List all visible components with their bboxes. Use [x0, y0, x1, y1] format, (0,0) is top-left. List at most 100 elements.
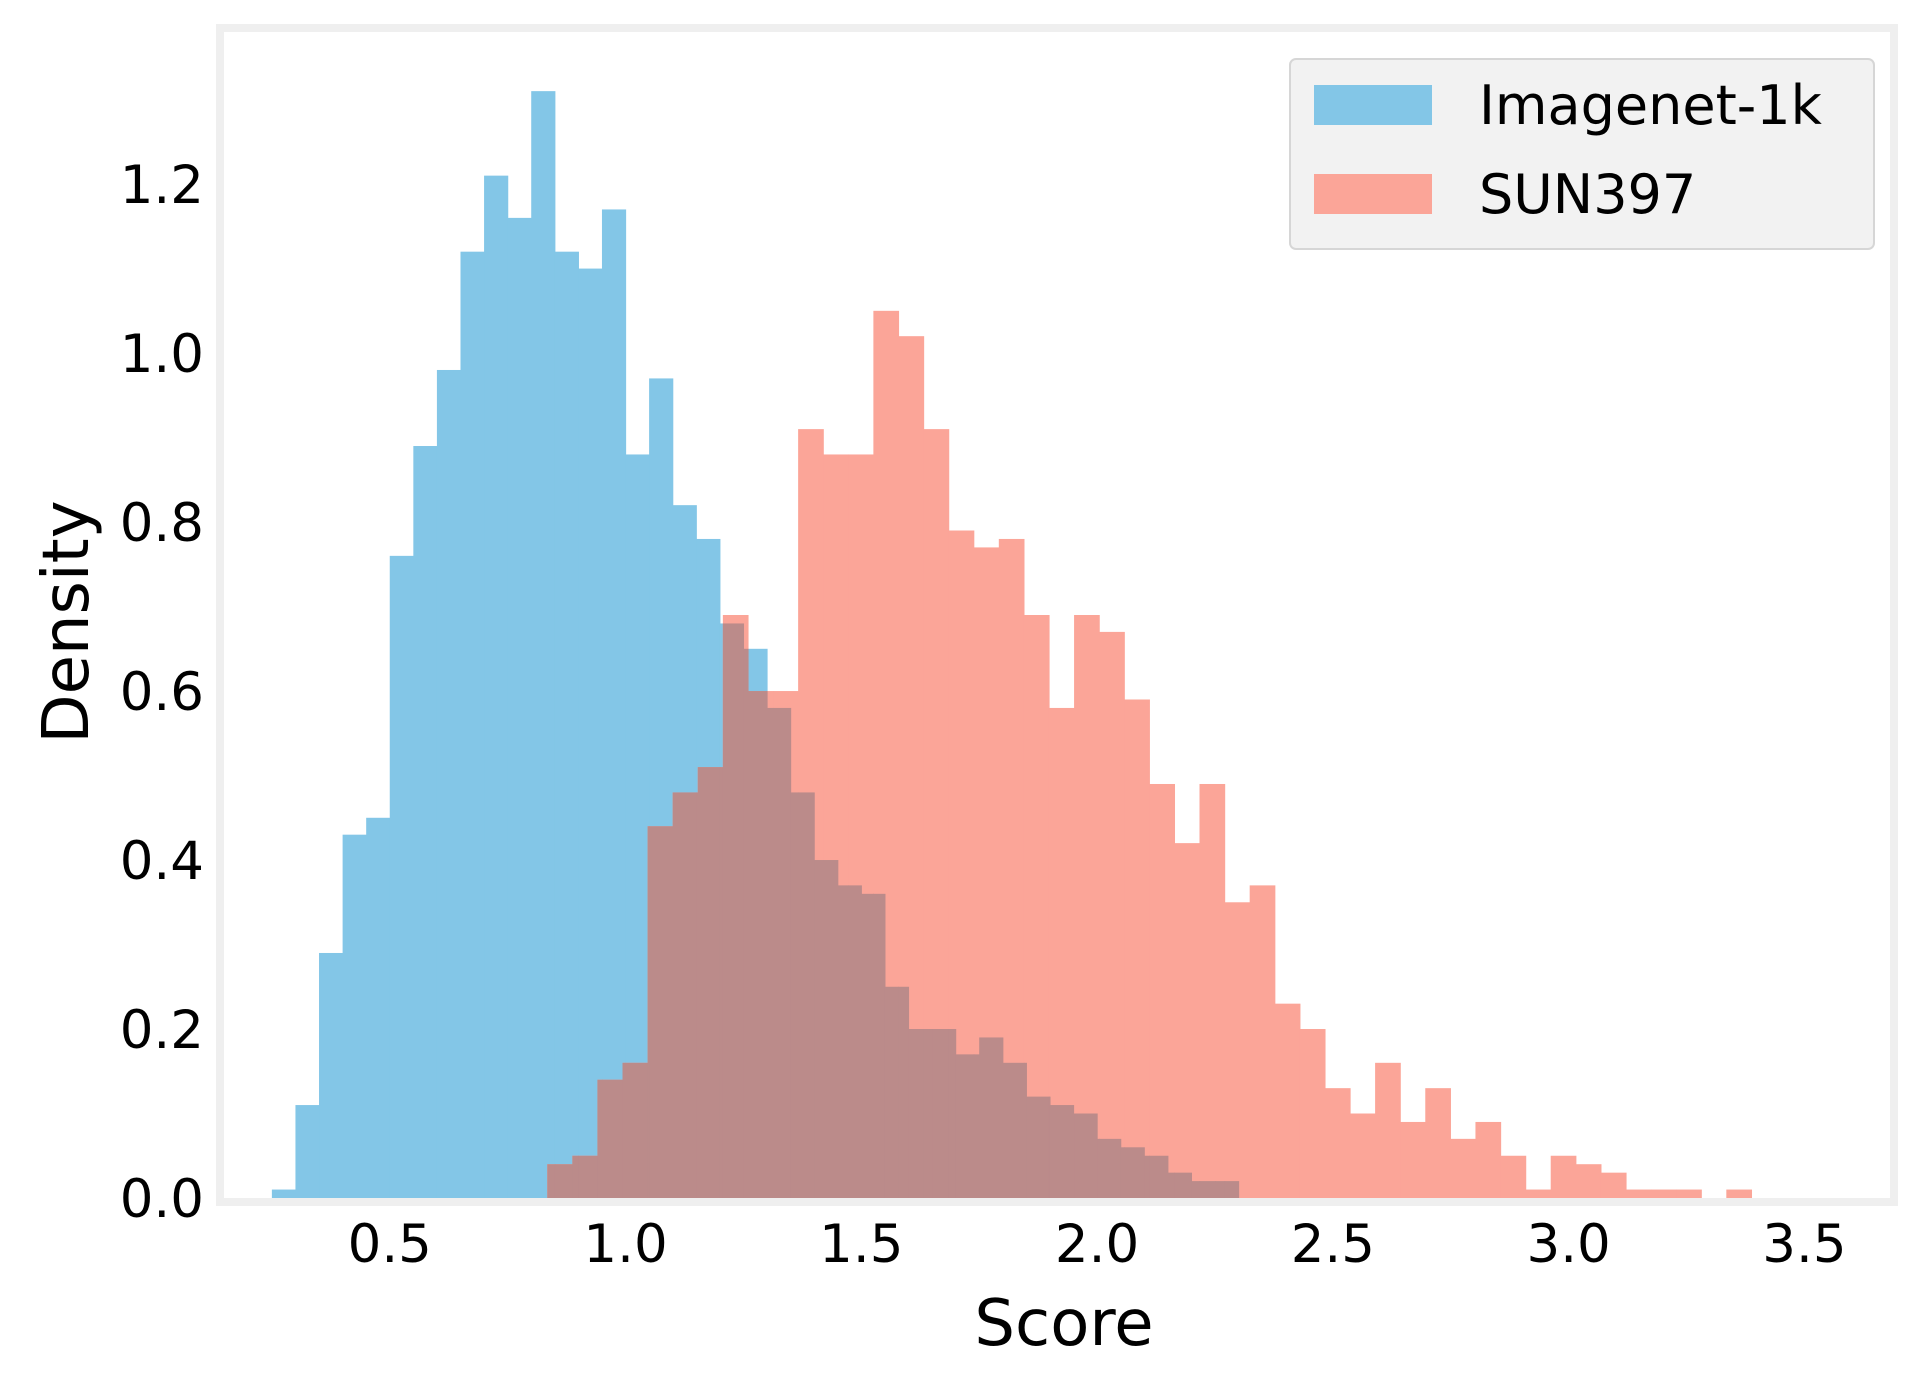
overlap-segment-33	[814, 860, 824, 1198]
bar-sun397-40	[1550, 1155, 1577, 1198]
bar-imagenet-7	[436, 369, 462, 1198]
bar-imagenet-1	[295, 1105, 320, 1198]
overlap-segment-27	[743, 648, 749, 1198]
overlap-segment-64	[1191, 1181, 1201, 1198]
bar-sun397-27	[1224, 902, 1251, 1198]
bar-sun397-41	[1575, 1164, 1602, 1198]
overlap-segment-63	[1174, 1172, 1192, 1198]
bar-imagenet-4	[366, 817, 391, 1198]
overlap-segment-17	[601, 1079, 624, 1198]
bar-imagenet-2	[319, 952, 344, 1198]
overlap-segment-65	[1199, 1181, 1216, 1198]
bar-sun397-28	[1249, 885, 1276, 1198]
overlap-segment-38	[873, 893, 886, 1198]
overlap-segment-52	[1048, 1096, 1051, 1198]
legend-swatch-imagenet	[1314, 85, 1432, 125]
bar-sun397-22	[1099, 631, 1125, 1198]
overlap-segment-18	[622, 1062, 627, 1198]
overlap-segment-50	[1023, 1062, 1027, 1198]
x-tick-label: 3.5	[1762, 1214, 1846, 1275]
overlap-segment-56	[1097, 1138, 1100, 1198]
overlap-segment-47	[979, 1037, 1000, 1198]
x-tick-label: 2.0	[1055, 1214, 1139, 1275]
bar-imagenet-10	[507, 217, 532, 1199]
bar-sun397-30	[1299, 1029, 1326, 1198]
x-tick-label: 2.5	[1291, 1214, 1375, 1275]
bar-sun397-37	[1475, 1121, 1502, 1198]
y-tick-label: 0.0	[120, 1169, 204, 1230]
overlap-segment-46	[973, 1054, 980, 1198]
x-tick-label: 1.0	[583, 1214, 667, 1275]
overlap-segment-48	[998, 1037, 1004, 1198]
legend-label-imagenet: Imagenet-1k	[1479, 74, 1823, 137]
bar-imagenet-11	[531, 91, 556, 1199]
y-tick-label: 0.4	[120, 831, 204, 892]
legend-swatch-sun397	[1314, 174, 1432, 214]
bar-sun397-33	[1375, 1062, 1401, 1198]
y-tick-label: 0.6	[120, 662, 204, 723]
overlap-segment-40	[898, 986, 910, 1198]
y-tick-label: 0.2	[120, 1000, 204, 1061]
x-tick-label: 0.5	[348, 1214, 432, 1275]
bar-sun397-34	[1400, 1121, 1426, 1198]
bar-sun397-21	[1074, 615, 1100, 1198]
overlap-segment-32	[798, 792, 815, 1198]
overlap-segment-61	[1149, 1155, 1169, 1198]
overlap-segment-12	[547, 1164, 556, 1198]
bar-sun397-43	[1625, 1189, 1652, 1198]
overlap-segment-43	[932, 1029, 950, 1198]
overlap-segment-59	[1124, 1147, 1145, 1198]
bar-sun397-25	[1174, 843, 1201, 1198]
bar-imagenet-6	[413, 446, 438, 1198]
y-tick-labels: 0.0 0.2 0.4 0.6 0.8 1.0 1.2	[120, 155, 204, 1230]
overlap-segment-30	[773, 707, 792, 1198]
bar-imagenet-5	[389, 555, 414, 1198]
overlap-segment-41	[908, 1029, 925, 1198]
overlap-segment-36	[848, 885, 862, 1198]
x-tick-labels: 0.5 1.0 1.5 2.0 2.5 3.0 3.5	[348, 1214, 1847, 1275]
bar-sun397-47	[1726, 1189, 1753, 1198]
bar-sun397-38	[1500, 1155, 1527, 1198]
bar-imagenet-13	[578, 268, 603, 1198]
bar-sun397-31	[1324, 1088, 1351, 1198]
overlap-segment-44	[948, 1029, 957, 1198]
bar-sun397-24	[1149, 783, 1176, 1198]
overlap-segment-51	[1026, 1096, 1050, 1198]
bar-sun397-26	[1199, 783, 1226, 1198]
x-tick-label: 1.5	[819, 1214, 903, 1275]
overlap-segment-14	[572, 1155, 579, 1198]
bar-sun397-45	[1676, 1189, 1702, 1198]
bar-imagenet-0	[271, 1189, 297, 1198]
bar-sun397-32	[1350, 1113, 1376, 1198]
overlap-segment-13	[554, 1164, 573, 1198]
overlap-segment-60	[1144, 1155, 1150, 1198]
bar-sun397-29	[1274, 1003, 1301, 1198]
overlap-segment-45	[955, 1054, 975, 1198]
bar-sun397-39	[1525, 1189, 1552, 1198]
bar-imagenet-14	[601, 209, 627, 1198]
overlap-segment-34	[823, 860, 839, 1198]
overlap-segment-19	[625, 1062, 649, 1198]
bar-sun397-42	[1600, 1172, 1627, 1198]
legend-label-sun397: SUN397	[1479, 163, 1696, 226]
overlap-segment-26	[722, 623, 745, 1198]
y-axis-title: Density	[30, 500, 104, 743]
bar-imagenet-3	[342, 834, 367, 1198]
legend-box	[1289, 58, 1875, 250]
overlap-segment-22	[672, 792, 697, 1198]
overlap-segment-20	[647, 826, 650, 1198]
bars-layer	[271, 91, 1753, 1199]
bar-imagenet-8	[460, 251, 485, 1198]
bar-sun397-23	[1124, 699, 1150, 1198]
overlap-segment-24	[697, 767, 721, 1198]
overlap-segment-16	[597, 1079, 603, 1198]
legend: Imagenet-1k SUN397	[1289, 58, 1875, 250]
overlap-segment-35	[837, 885, 849, 1198]
overlap-segment-31	[790, 792, 799, 1198]
y-tick-label: 0.8	[120, 493, 204, 554]
overlap-segment-62	[1167, 1172, 1176, 1198]
y-tick-label: 1.2	[120, 155, 204, 216]
overlap-segment-25	[719, 767, 724, 1198]
overlap-segment-28	[747, 691, 768, 1198]
